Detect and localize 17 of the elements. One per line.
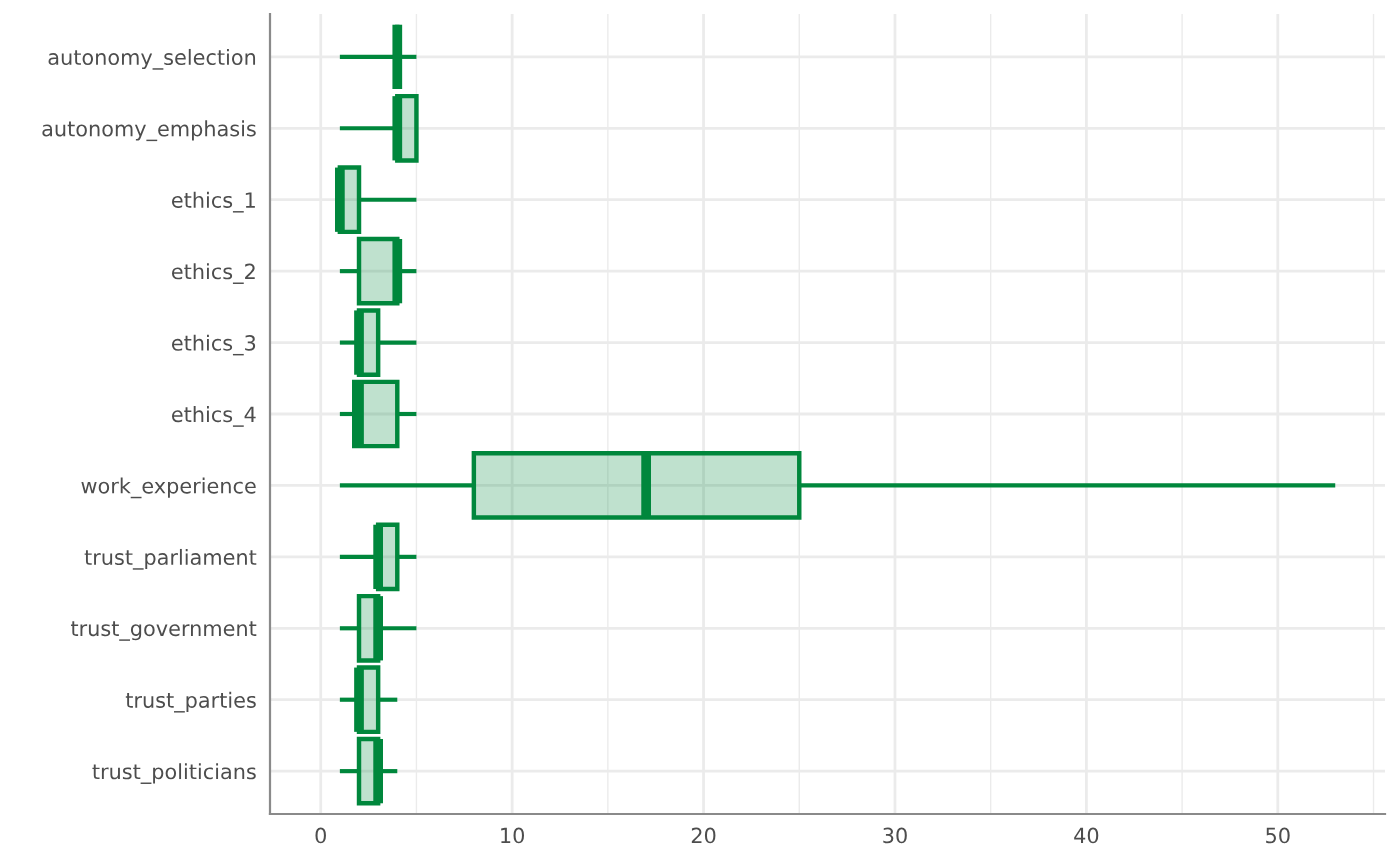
x-tick-label: 20 — [691, 827, 716, 844]
x-tick-label: 30 — [883, 827, 907, 844]
x-tick-label: 0 — [315, 827, 326, 844]
y-tick-label: ethics_2 — [172, 263, 255, 284]
y-tick-label: trust_government — [70, 621, 257, 641]
y-tick-label: ethics_1 — [172, 191, 255, 213]
y-tick-label: work_experience — [81, 477, 256, 499]
y-tick-label: ethics_3 — [172, 334, 256, 356]
x-tick-label: 50 — [1266, 827, 1290, 844]
x-tick-label: 40 — [1074, 827, 1099, 844]
y-tick-label: autonomy_selection — [48, 48, 256, 70]
y-tick-label: autonomy_emphasis — [42, 120, 256, 142]
x-tick-label: 10 — [501, 827, 525, 844]
y-tick-label: trust_politicians — [92, 763, 256, 784]
y-tick-label: ethics_4 — [172, 406, 256, 427]
y-tick-label: trust_parliament — [84, 548, 257, 570]
y-tick-label: trust_parties — [125, 691, 256, 713]
